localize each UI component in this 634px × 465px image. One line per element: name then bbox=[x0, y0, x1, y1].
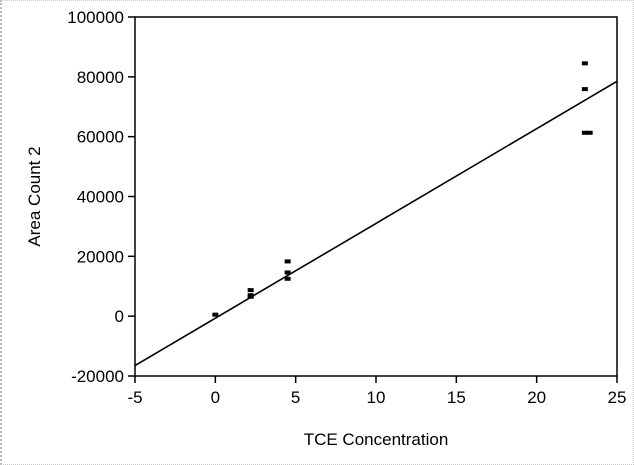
regression-line bbox=[134, 80, 618, 367]
x-tick-label: 10 bbox=[367, 388, 386, 407]
x-axis-title: TCE Concentration bbox=[304, 430, 449, 449]
data-point bbox=[284, 270, 291, 275]
y-tick-label: -20000 bbox=[71, 367, 124, 386]
data-point bbox=[284, 259, 291, 264]
y-tick-label: 80000 bbox=[77, 68, 124, 87]
y-tick-label: 20000 bbox=[77, 247, 124, 266]
x-tick-label: 15 bbox=[447, 388, 466, 407]
y-tick-label: 100000 bbox=[67, 8, 124, 27]
y-axis-title: Area Count 2 bbox=[25, 146, 44, 246]
data-point bbox=[247, 288, 254, 293]
y-tick-label: 0 bbox=[115, 307, 124, 326]
data-point bbox=[581, 87, 588, 92]
data-point bbox=[581, 61, 588, 66]
data-point bbox=[247, 293, 254, 298]
x-tick-label: 20 bbox=[527, 388, 546, 407]
data-point bbox=[284, 276, 291, 281]
data-point bbox=[581, 130, 588, 135]
data-point bbox=[586, 130, 593, 135]
x-tick-label: -5 bbox=[127, 388, 142, 407]
y-tick-label: 60000 bbox=[77, 128, 124, 147]
y-tick-label: 40000 bbox=[77, 188, 124, 207]
data-point bbox=[212, 312, 219, 317]
x-tick-label: 0 bbox=[211, 388, 220, 407]
plot-area: -20000 0 20000 40000 60000 80000 100000 -5 0 5 10 1… bbox=[25, 8, 626, 449]
x-tick-label: 25 bbox=[608, 388, 627, 407]
x-tick-label: 5 bbox=[291, 388, 300, 407]
